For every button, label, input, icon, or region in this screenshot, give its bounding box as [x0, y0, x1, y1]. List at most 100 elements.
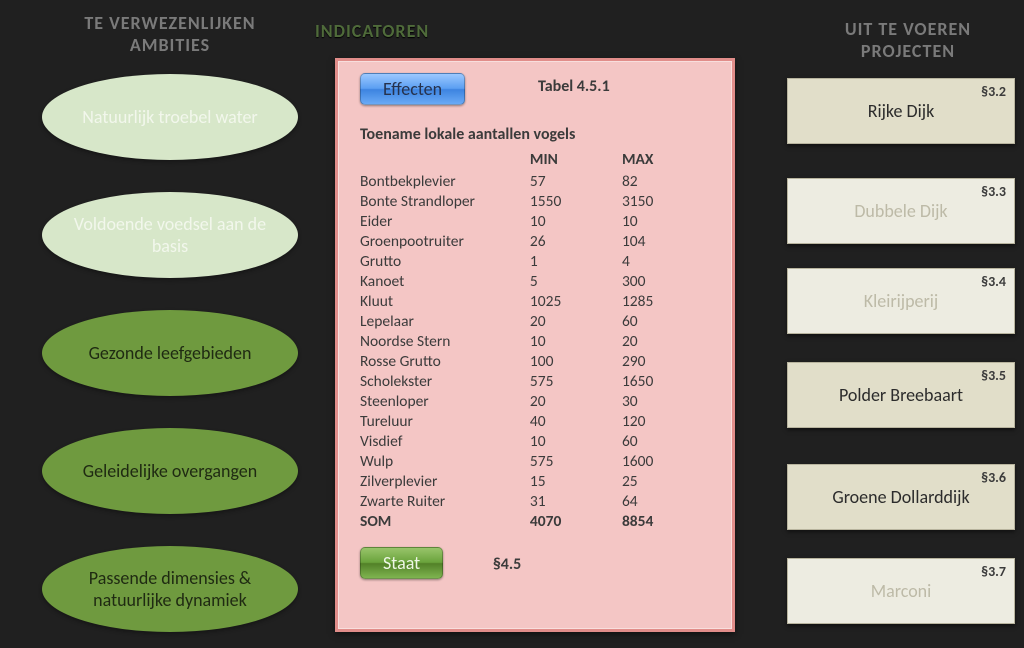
- bird-name: Eider: [360, 211, 530, 231]
- bird-max: 20: [622, 331, 714, 351]
- project-card[interactable]: Polder Breebaart §3.5: [787, 362, 1015, 428]
- table-row: Steenloper2030: [360, 391, 714, 411]
- indicators-header: INDICATOREN: [315, 20, 515, 42]
- bird-name: Bontbekplevier: [360, 171, 530, 191]
- bird-min: 5: [530, 271, 622, 291]
- staat-button[interactable]: Staat: [360, 547, 443, 579]
- table-row: Bontbekplevier5782: [360, 171, 714, 191]
- project-ref: §3.3: [981, 183, 1006, 200]
- project-ref: §3.4: [981, 273, 1006, 290]
- bird-name: Scholekster: [360, 371, 530, 391]
- bird-min: 10: [530, 211, 622, 231]
- projects-header-line1: UIT TE VOEREN: [845, 18, 971, 40]
- birds-table: MIN MAX Bontbekplevier5782Bonte Strandlo…: [360, 148, 714, 531]
- table-row: Tureluur40120: [360, 411, 714, 431]
- project-label: Polder Breebaart: [839, 384, 963, 406]
- bird-min: 20: [530, 391, 622, 411]
- table-row: Visdief1060: [360, 431, 714, 451]
- panel-table-ref: Tabel 4.5.1: [538, 77, 610, 96]
- bird-max: 60: [622, 311, 714, 331]
- project-card[interactable]: Dubbele Dijk §3.3: [787, 178, 1015, 244]
- bird-min: 10: [530, 331, 622, 351]
- table-row: Zilverplevier1525: [360, 471, 714, 491]
- bird-name: Bonte Strandloper: [360, 191, 530, 211]
- bird-name: Lepelaar: [360, 311, 530, 331]
- bird-name: Steenloper: [360, 391, 530, 411]
- bird-max: 60: [622, 431, 714, 451]
- ambition-label: Natuurlijk troebel water: [82, 106, 257, 129]
- bird-min: 575: [530, 371, 622, 391]
- project-label: Groene Dollarddijk: [832, 486, 969, 508]
- ambition-ellipse[interactable]: Gezonde leefgebieden: [42, 310, 298, 396]
- project-card[interactable]: Marconi§3.7: [787, 558, 1015, 624]
- bird-min: 57: [530, 171, 622, 191]
- bird-min: 15: [530, 471, 622, 491]
- bird-name: Visdief: [360, 431, 530, 451]
- project-label: Rijke Dijk: [868, 100, 935, 122]
- bird-min: 31: [530, 491, 622, 511]
- ambition-ellipse[interactable]: Natuurlijk troebel water: [42, 74, 298, 160]
- bird-min: 26: [530, 231, 622, 251]
- project-card[interactable]: Rijke Dijk §3.2: [787, 78, 1015, 144]
- bird-min: 40: [530, 411, 622, 431]
- sum-label: SOM: [360, 511, 530, 531]
- section-ref: §4.5: [493, 555, 521, 574]
- bird-name: Grutto: [360, 251, 530, 271]
- bird-name: Noordse Stern: [360, 331, 530, 351]
- table-row: Scholekster5751650: [360, 371, 714, 391]
- project-ref: §3.6: [981, 469, 1006, 486]
- bird-name: Tureluur: [360, 411, 530, 431]
- ambitions-header-line1: TE VERWEZENLIJKEN: [84, 12, 255, 34]
- project-ref: §3.2: [981, 83, 1006, 100]
- bird-min: 575: [530, 451, 622, 471]
- table-row: Grutto14: [360, 251, 714, 271]
- ambition-label: Geleidelijke overgangen: [83, 460, 257, 483]
- effecten-button[interactable]: Effecten: [360, 73, 465, 105]
- bird-min: 1: [530, 251, 622, 271]
- bird-max: 82: [622, 171, 714, 191]
- bird-name: Kluut: [360, 291, 530, 311]
- bird-name: Kanoet: [360, 271, 530, 291]
- project-card[interactable]: Groene Dollarddijk §3.6: [787, 464, 1015, 530]
- table-row: Rosse Grutto100290: [360, 351, 714, 371]
- ambition-ellipse[interactable]: Geleidelijke overgangen: [42, 428, 298, 514]
- project-label: Dubbele Dijk: [854, 200, 947, 222]
- bird-max: 30: [622, 391, 714, 411]
- bird-max: 4: [622, 251, 714, 271]
- bird-name: Zwarte Ruiter: [360, 491, 530, 511]
- ambition-ellipse[interactable]: Passende dimensies & natuurlijke dynamie…: [42, 546, 298, 632]
- col-max: MAX: [622, 148, 714, 171]
- bird-max: 10: [622, 211, 714, 231]
- table-row: Wulp5751600: [360, 451, 714, 471]
- table-row: Kanoet5300: [360, 271, 714, 291]
- ambitions-header-line2: AMBITIES: [130, 34, 210, 56]
- table-row: Groenpootruiter26104: [360, 231, 714, 251]
- project-label: Kleirijperij: [864, 290, 938, 312]
- ambitions-header: TE VERWEZENLIJKEN AMBITIES: [60, 12, 280, 56]
- bird-max: 120: [622, 411, 714, 431]
- table-row: Eider1010: [360, 211, 714, 231]
- bird-min: 20: [530, 311, 622, 331]
- bird-name: Rosse Grutto: [360, 351, 530, 371]
- bird-min: 10: [530, 431, 622, 451]
- project-ref: §3.5: [981, 367, 1006, 384]
- ambition-label: Gezonde leefgebieden: [89, 342, 252, 365]
- ambition-label: Voldoende voedsel aan de basis: [66, 213, 274, 258]
- indicator-panel: Effecten Tabel 4.5.1 Toename lokale aant…: [335, 58, 735, 632]
- bird-max: 290: [622, 351, 714, 371]
- ambition-label: Passende dimensies & natuurlijke dynamie…: [66, 567, 274, 612]
- bird-min: 100: [530, 351, 622, 371]
- sum-max: 8854: [622, 511, 714, 531]
- bird-max: 1650: [622, 371, 714, 391]
- bird-max: 64: [622, 491, 714, 511]
- bird-name: Groenpootruiter: [360, 231, 530, 251]
- panel-table-title: Toename lokale aantallen vogels: [360, 125, 714, 144]
- bird-min: 1550: [530, 191, 622, 211]
- project-ref: §3.7: [981, 563, 1006, 580]
- bird-name: Wulp: [360, 451, 530, 471]
- project-card[interactable]: Kleirijperij §3.4: [787, 268, 1015, 334]
- projects-header-line2: PROJECTEN: [861, 40, 955, 62]
- col-min: MIN: [530, 148, 622, 171]
- ambition-ellipse[interactable]: Voldoende voedsel aan de basis: [42, 192, 298, 278]
- table-sum-row: SOM 4070 8854: [360, 511, 714, 531]
